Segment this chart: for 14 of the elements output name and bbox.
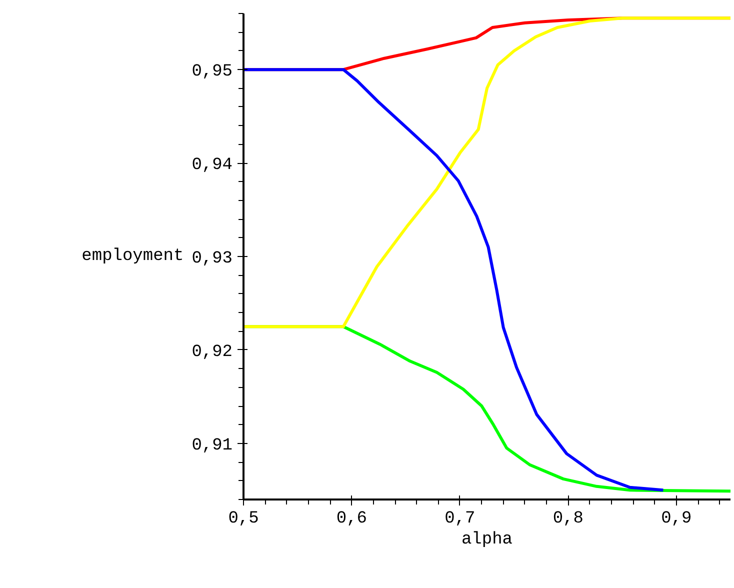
- x-tick-label: 0,5: [228, 510, 259, 528]
- line-series: [244, 16, 730, 328]
- x-tick-label: 0,6: [336, 510, 368, 528]
- y-tick-label: 0,95: [192, 62, 233, 82]
- y-tick-label: 0,94: [192, 156, 233, 176]
- y-tick-label: 0,93: [192, 250, 233, 268]
- x-axis-title: alpha: [461, 530, 513, 550]
- y-tick-label: 0,91: [192, 436, 233, 456]
- x-tick-label: 0,7: [444, 510, 476, 528]
- y-tick-label: 0,92: [192, 342, 233, 362]
- x-tick-label: 0,9: [661, 510, 692, 528]
- y-axis-title: employment: [82, 247, 184, 266]
- line-series: [244, 68, 665, 492]
- x-tick-label: 0,8: [552, 510, 584, 528]
